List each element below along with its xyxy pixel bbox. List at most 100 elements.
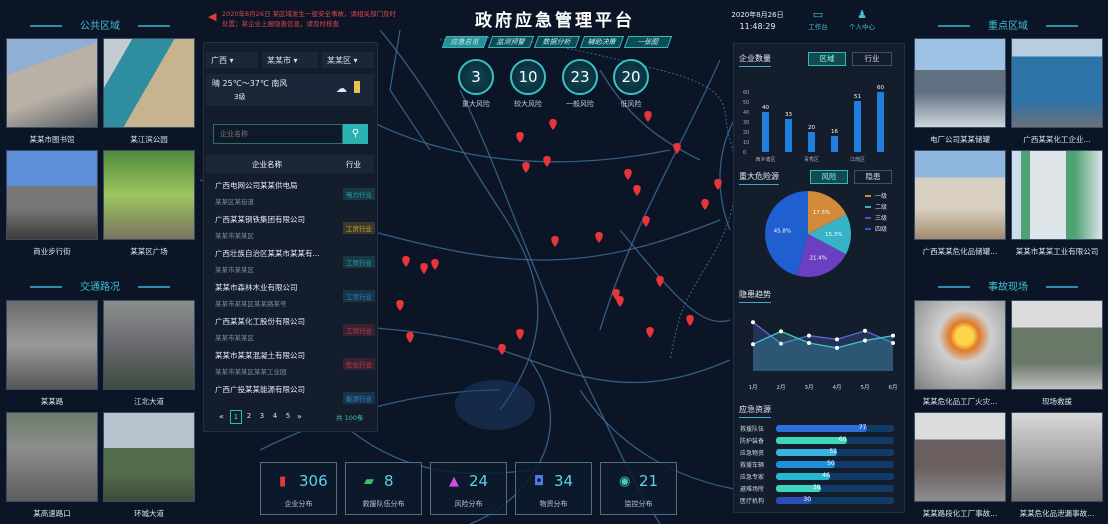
- company-list-item[interactable]: 广西广投某某能源有限公司 能源行业: [215, 384, 375, 414]
- nav-tab[interactable]: 数据分析: [533, 36, 581, 48]
- nav-tab[interactable]: 监测预警: [487, 36, 535, 48]
- page-button[interactable]: 5: [285, 412, 291, 420]
- map-pin-icon[interactable]: [656, 276, 664, 287]
- map-pin-icon[interactable]: [633, 185, 641, 196]
- bar[interactable]: [854, 101, 861, 152]
- city-dropdown[interactable]: 某某市 ▾: [262, 52, 318, 68]
- map-pin-icon[interactable]: [595, 232, 603, 243]
- camera-thumbnail[interactable]: [914, 300, 1006, 390]
- line-point[interactable]: [891, 333, 895, 338]
- camera-thumbnail[interactable]: [1011, 38, 1103, 128]
- map-pin-icon[interactable]: [522, 162, 530, 173]
- pie-slice[interactable]: [796, 234, 846, 277]
- tab-risk[interactable]: 风险: [810, 170, 848, 184]
- map-pin-icon[interactable]: [646, 327, 654, 338]
- map-pin-icon[interactable]: [686, 315, 694, 326]
- nav-tab[interactable]: 应急总览: [441, 36, 489, 48]
- stat-card[interactable]: ◉ 21 监控分布: [600, 462, 677, 515]
- map-pin-icon[interactable]: [673, 143, 681, 154]
- tab-hazard[interactable]: 隐患: [854, 170, 892, 184]
- line-point[interactable]: [751, 342, 755, 347]
- camera-thumbnail[interactable]: [6, 150, 98, 240]
- district-dropdown[interactable]: 某某区 ▾: [322, 52, 374, 68]
- map-pin-icon[interactable]: [402, 256, 410, 267]
- camera-thumbnail[interactable]: [6, 412, 98, 502]
- tab-industry[interactable]: 行业: [852, 52, 892, 66]
- map-pin-icon[interactable]: [516, 329, 524, 340]
- workbench-button[interactable]: ▭ 工作台: [802, 8, 834, 31]
- page-button[interactable]: 4: [272, 412, 278, 420]
- stat-card[interactable]: ▰ 8 救援队伍分布: [345, 462, 422, 515]
- camera-thumbnail[interactable]: [914, 412, 1006, 502]
- camera-thumbnail[interactable]: [1011, 300, 1103, 390]
- map-pin-icon[interactable]: [516, 132, 524, 143]
- camera-thumbnail[interactable]: [914, 38, 1006, 128]
- nav-tab[interactable]: 辅助决策: [579, 36, 625, 48]
- line-point[interactable]: [779, 329, 783, 334]
- company-list-item[interactable]: 某某市某某混凝土有限公司 某某市某某区某某工业园 危化行业: [215, 350, 375, 380]
- map-pin-icon[interactable]: [644, 111, 652, 122]
- map-pin-icon[interactable]: [406, 332, 414, 343]
- risk-count-circle[interactable]: 20: [613, 59, 649, 95]
- page-button[interactable]: 3: [259, 412, 265, 420]
- map-pin-icon[interactable]: [431, 259, 439, 270]
- camera-thumbnail[interactable]: [103, 300, 195, 390]
- tab-region[interactable]: 区域: [808, 52, 846, 66]
- map-pin-icon[interactable]: [701, 199, 709, 210]
- company-list-item[interactable]: 广西某某钢铁集团有限公司 某某市某某区 工贸行业: [215, 214, 375, 244]
- map-pin-icon[interactable]: [624, 169, 632, 180]
- bar[interactable]: [877, 92, 884, 152]
- stat-card[interactable]: ▮ 306 企业分布: [260, 462, 337, 515]
- stat-card[interactable]: ▲ 24 风险分布: [430, 462, 507, 515]
- page-button[interactable]: 2: [246, 412, 252, 420]
- company-list-item[interactable]: 广西壮族自治区某某市某某有... 某某市某某区 工贸行业: [215, 248, 375, 278]
- pie-slice[interactable]: [808, 191, 847, 234]
- camera-thumbnail[interactable]: [1011, 412, 1103, 502]
- nav-tab[interactable]: 一张图: [623, 36, 673, 48]
- line-point[interactable]: [863, 328, 867, 333]
- search-input[interactable]: [213, 124, 343, 144]
- region-dropdown[interactable]: 广西 ▾: [206, 52, 258, 68]
- risk-count-circle[interactable]: 23: [562, 59, 598, 95]
- map-pin-icon[interactable]: [420, 263, 428, 274]
- camera-thumbnail[interactable]: [103, 150, 195, 240]
- line-point[interactable]: [835, 345, 839, 350]
- bar[interactable]: [785, 119, 792, 152]
- camera-thumbnail[interactable]: [1011, 150, 1103, 240]
- camera-thumbnail[interactable]: [6, 38, 98, 128]
- map-pin-icon[interactable]: [714, 179, 722, 190]
- bar[interactable]: [762, 112, 769, 152]
- line-point[interactable]: [779, 341, 783, 346]
- line-point[interactable]: [807, 333, 811, 338]
- line-point[interactable]: [891, 341, 895, 345]
- risk-count-circle[interactable]: 3: [458, 59, 494, 95]
- camera-thumbnail[interactable]: [914, 150, 1006, 240]
- prev-page-button[interactable]: «: [219, 412, 224, 421]
- bar[interactable]: [808, 132, 815, 152]
- line-point[interactable]: [807, 341, 811, 345]
- search-button[interactable]: ⚲: [343, 124, 368, 144]
- camera-thumbnail[interactable]: [103, 38, 195, 128]
- line-point[interactable]: [751, 320, 755, 325]
- map-pin-icon[interactable]: [642, 216, 650, 227]
- company-list-item[interactable]: 广西某某化工股份有限公司 某某市某某区 工贸行业: [215, 316, 375, 346]
- profile-button[interactable]: ♟ 个人中心: [842, 8, 882, 31]
- pie-slice[interactable]: [765, 191, 808, 276]
- camera-thumbnail[interactable]: [6, 300, 98, 390]
- page-button[interactable]: 1: [230, 410, 242, 424]
- map-pin-icon[interactable]: [551, 236, 559, 247]
- line-point[interactable]: [863, 338, 867, 343]
- camera-thumbnail[interactable]: [103, 412, 195, 502]
- company-list-item[interactable]: 广西电网公司某某供电局 某某区某街道 电力行业: [215, 180, 375, 210]
- risk-count-circle[interactable]: 10: [510, 59, 546, 95]
- map-pin-icon[interactable]: [543, 156, 551, 167]
- pie-slice[interactable]: [808, 214, 851, 255]
- bar[interactable]: [831, 136, 838, 152]
- map-pin-icon[interactable]: [549, 119, 557, 130]
- alert-ticker[interactable]: 2020年8月26日 某区域发生一般安全事故，请相关部门及时处置；某企业上报隐患…: [222, 10, 397, 28]
- next-page-button[interactable]: »: [297, 412, 302, 421]
- line-point[interactable]: [835, 337, 839, 342]
- map-pin-icon[interactable]: [498, 344, 506, 355]
- map-pin-icon[interactable]: [616, 296, 624, 307]
- company-list-item[interactable]: 某某市森林木业有限公司 某某市某某区某某路某号 工贸行业: [215, 282, 375, 312]
